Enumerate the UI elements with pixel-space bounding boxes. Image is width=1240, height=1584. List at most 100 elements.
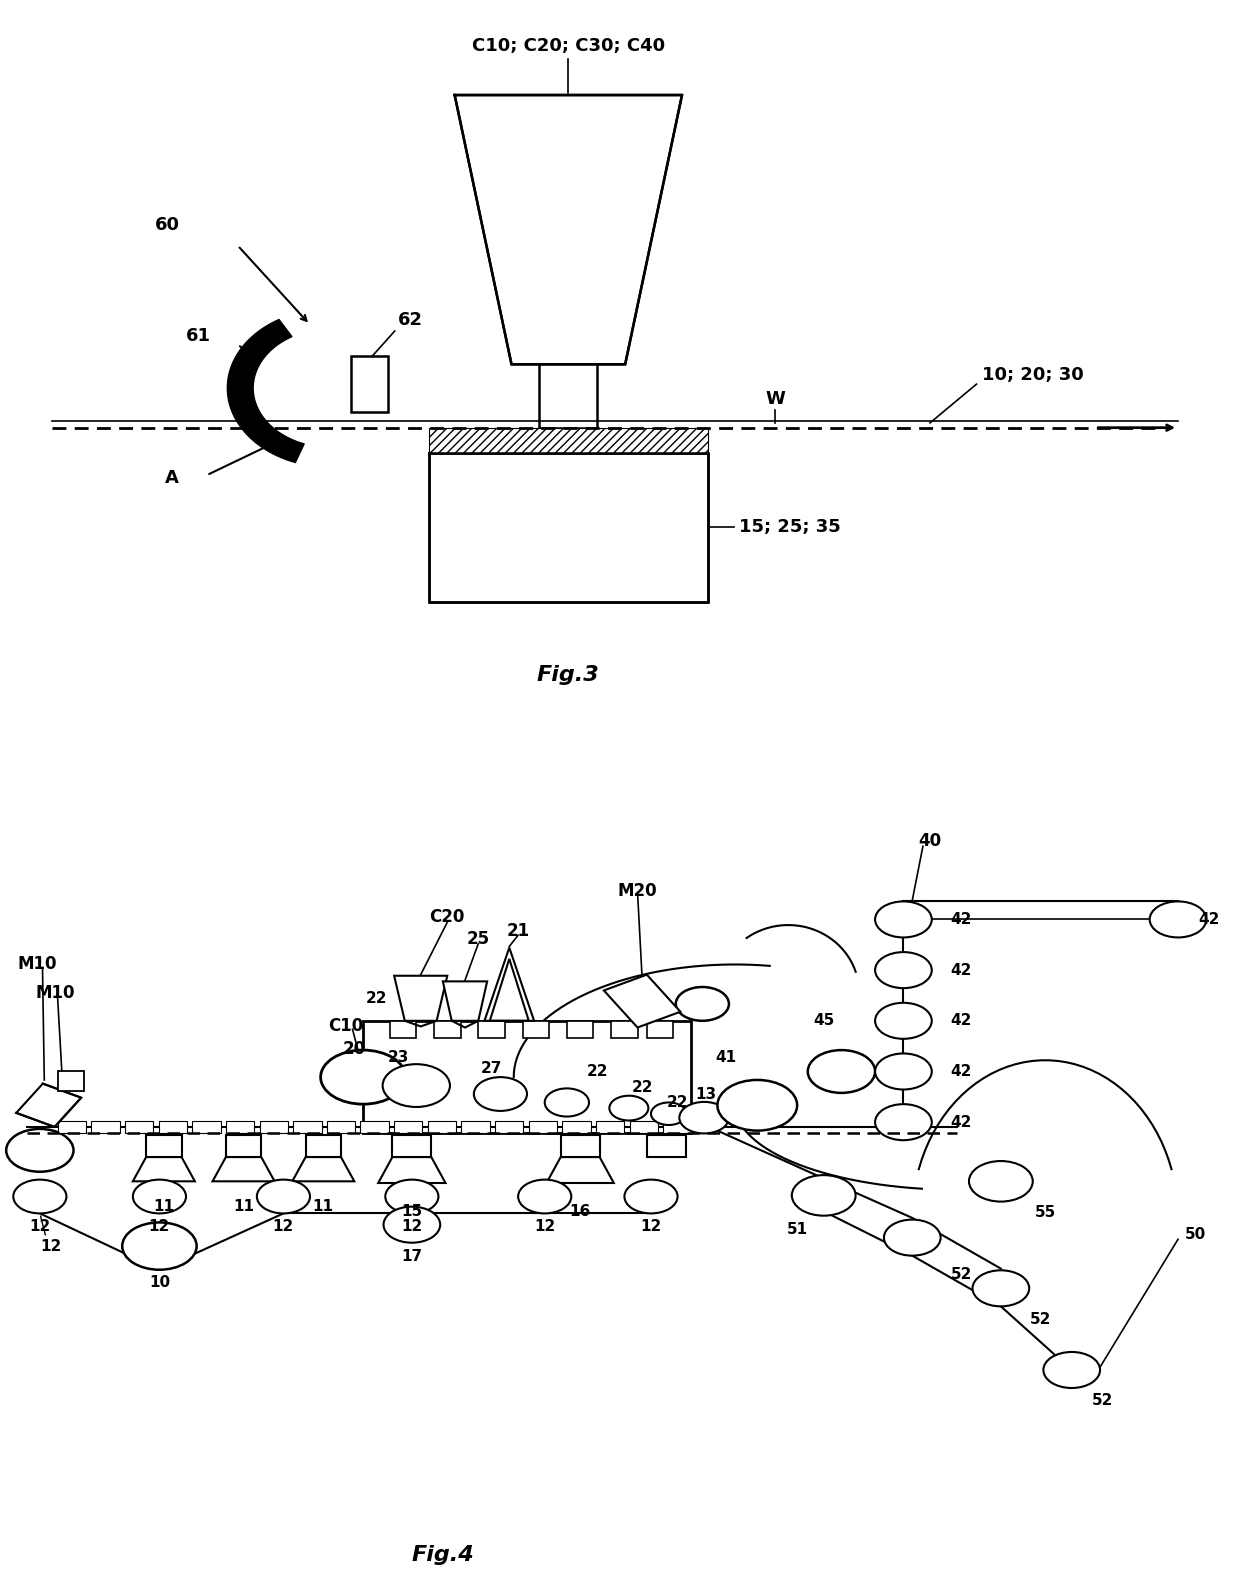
Text: 25: 25 [466,930,490,949]
Circle shape [474,1077,527,1110]
Text: 12: 12 [534,1218,556,1234]
Circle shape [14,1180,67,1213]
Bar [560,1134,600,1156]
Text: 11: 11 [312,1199,334,1215]
Circle shape [972,1270,1029,1307]
Bar [461,1121,490,1134]
Text: 12: 12 [640,1218,662,1234]
Bar [646,1134,686,1156]
Bar [522,1020,549,1038]
Bar [611,1020,637,1038]
Text: 12: 12 [273,1218,294,1234]
Polygon shape [293,1156,355,1182]
Text: Fig.3: Fig.3 [537,665,600,686]
Bar [159,1121,187,1134]
Circle shape [257,1180,310,1213]
Circle shape [875,952,931,988]
Bar [394,1121,423,1134]
Text: 16: 16 [569,1204,590,1218]
Bar [567,1020,594,1038]
Text: M10: M10 [36,984,74,1001]
Text: 62: 62 [398,310,423,329]
Circle shape [383,1207,440,1243]
Text: 15: 15 [402,1204,423,1218]
Text: 42: 42 [950,1064,972,1079]
Circle shape [718,1080,797,1131]
Bar [305,1134,341,1156]
Text: M10: M10 [17,955,57,974]
Circle shape [1043,1353,1100,1388]
Text: 51: 51 [786,1221,807,1237]
Circle shape [6,1129,73,1172]
Text: 22: 22 [631,1080,653,1095]
Bar [226,1134,262,1156]
Text: 13: 13 [696,1087,717,1101]
Polygon shape [378,1156,445,1183]
Bar [434,1020,460,1038]
Bar [429,453,708,602]
Circle shape [875,901,931,938]
Bar [596,1121,625,1134]
Text: 22: 22 [587,1064,609,1079]
Circle shape [651,1102,687,1125]
Bar [92,1121,119,1134]
Bar [389,1020,417,1038]
Text: 55: 55 [1034,1205,1055,1220]
Bar [428,1121,456,1134]
Polygon shape [455,95,682,364]
Text: 27: 27 [481,1061,502,1076]
Text: C20: C20 [429,908,465,925]
Circle shape [544,1088,589,1117]
Text: 22: 22 [366,990,387,1006]
Circle shape [321,1050,405,1104]
Circle shape [792,1175,856,1215]
Bar [646,1020,673,1038]
Text: 60: 60 [155,215,180,234]
Text: M20: M20 [618,882,657,900]
Circle shape [680,1102,729,1134]
Text: 10; 20; 30: 10; 20; 30 [982,366,1084,385]
Text: C10; C20; C30; C40: C10; C20; C30; C40 [471,38,665,55]
Polygon shape [490,958,528,1020]
Bar [630,1121,658,1134]
Text: 42: 42 [1198,912,1220,927]
Bar [563,1121,590,1134]
Text: 12: 12 [40,1239,61,1253]
Text: 41: 41 [715,1050,737,1064]
Polygon shape [547,1156,614,1183]
Circle shape [518,1180,572,1213]
Polygon shape [227,320,304,463]
Bar [259,1121,288,1134]
Text: 50: 50 [1185,1228,1207,1242]
Bar [479,1020,505,1038]
Text: 42: 42 [950,912,972,927]
Polygon shape [443,982,487,1020]
Text: 17: 17 [402,1248,423,1264]
Text: 12: 12 [30,1218,51,1234]
Text: 12: 12 [402,1218,423,1234]
Circle shape [968,1161,1033,1202]
Bar [327,1121,355,1134]
Text: 52: 52 [950,1267,972,1281]
Polygon shape [604,974,681,1028]
Polygon shape [133,1156,195,1182]
Text: Fig.4: Fig.4 [412,1546,474,1565]
Bar [57,1071,84,1091]
Polygon shape [212,1156,274,1182]
Circle shape [133,1180,186,1213]
Text: 10: 10 [149,1275,170,1291]
Text: 11: 11 [154,1199,175,1215]
Circle shape [386,1180,439,1213]
Circle shape [884,1220,941,1256]
Circle shape [875,1104,931,1140]
Text: 42: 42 [950,963,972,977]
Bar [363,1020,691,1134]
Bar [663,1121,692,1134]
Text: 52: 52 [1092,1394,1114,1408]
Bar [226,1121,254,1134]
Circle shape [609,1096,649,1120]
Circle shape [875,1053,931,1090]
Bar [125,1121,154,1134]
Circle shape [875,1003,931,1039]
Bar [192,1121,221,1134]
